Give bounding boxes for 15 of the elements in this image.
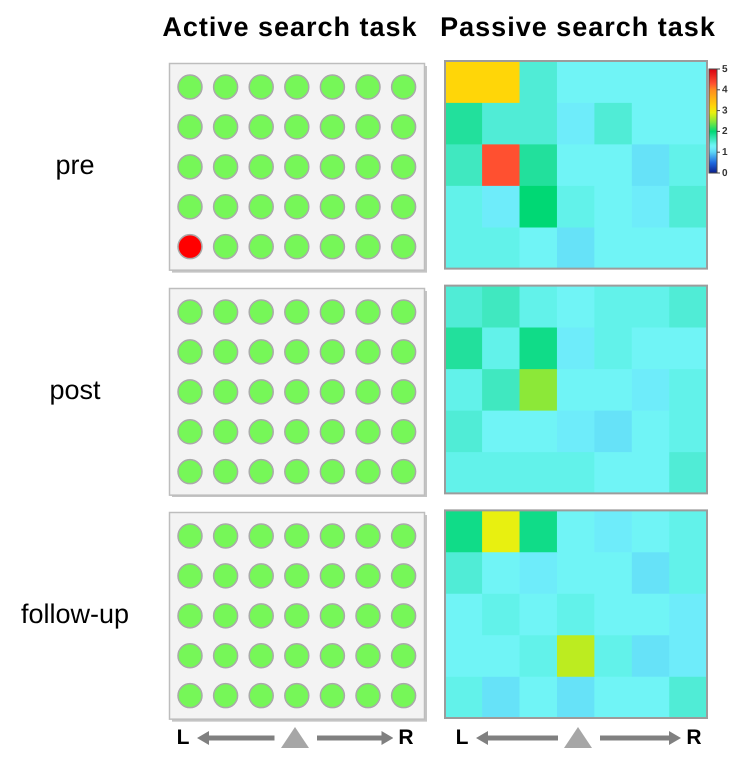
text: L [176, 726, 190, 750]
color-bar-label: 1 [722, 146, 728, 158]
color-bar-label: 0 [722, 168, 728, 179]
chart-title: Passive search task [439, 12, 717, 43]
text: Active search task [161, 12, 419, 43]
text: R [397, 726, 415, 750]
annotation: R [685, 726, 703, 750]
color-bar-label: 3 [722, 105, 728, 116]
color-bar-label: 5 [722, 64, 728, 75]
color-bar-label: 2 [722, 126, 728, 138]
color-bar-label: 4 [722, 84, 728, 96]
y-tick-label: pre [54, 150, 96, 181]
y-tick-label: follow-up [20, 599, 130, 630]
y-tick-label: post [48, 374, 102, 406]
annotation: L [454, 726, 470, 750]
